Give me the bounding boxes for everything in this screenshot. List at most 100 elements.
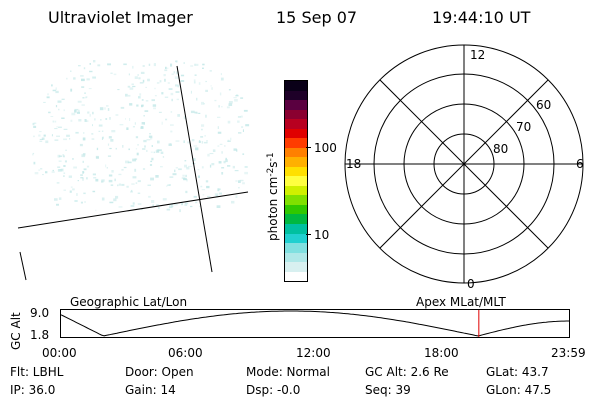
speckle (101, 197, 105, 201)
speckle (169, 205, 172, 208)
speckle (115, 114, 119, 116)
speckle (141, 104, 143, 108)
speckle (146, 139, 151, 141)
speckle (165, 66, 167, 69)
speckle (175, 71, 179, 75)
speckle (209, 164, 212, 168)
speckle (108, 174, 113, 177)
speckle (105, 164, 107, 168)
speckle (110, 139, 114, 142)
speckle (57, 169, 62, 172)
speckle (140, 71, 145, 74)
speckle (50, 116, 54, 117)
speckle (39, 131, 42, 133)
speckle (178, 168, 182, 171)
speckle (115, 147, 117, 150)
speckle (57, 154, 61, 158)
polar-lat-60: 60 (536, 98, 551, 112)
speckle (137, 203, 142, 205)
speckle (80, 201, 83, 204)
speckle (152, 204, 154, 207)
speckle (150, 177, 154, 181)
speckle (244, 171, 248, 175)
speckle (154, 95, 157, 97)
speckle (72, 158, 74, 160)
timeline-ytick-1_8: 1.8 (30, 328, 50, 342)
speckle (168, 143, 172, 146)
speckle (129, 87, 134, 90)
timeline-right-caption: Apex MLat/MLT (416, 295, 506, 309)
speckle (138, 77, 141, 80)
colorbar-band (285, 128, 307, 139)
speckle (198, 175, 200, 178)
speckle (129, 103, 133, 106)
speckle (63, 155, 65, 158)
info-seq: Seq: 39 (365, 383, 411, 397)
speckle (171, 205, 174, 208)
speckle (202, 194, 205, 196)
speckle (206, 140, 208, 142)
speckle (72, 188, 75, 191)
speckle (138, 96, 141, 99)
speckle (156, 149, 159, 153)
speckle (184, 204, 188, 206)
speckle (82, 97, 85, 99)
speckle (212, 149, 216, 152)
speckle (195, 201, 198, 204)
speckle (136, 152, 139, 156)
speckle (58, 155, 62, 157)
colorbar-band (285, 185, 307, 196)
speckle (111, 130, 116, 133)
speckle (110, 72, 113, 74)
speckle (203, 103, 205, 105)
speckle (107, 108, 110, 111)
speckle (70, 186, 73, 188)
speckle (57, 100, 62, 103)
speckle (43, 134, 46, 137)
speckle (33, 161, 36, 165)
speckle (180, 74, 185, 77)
speckle (197, 169, 200, 171)
speckle (52, 120, 55, 123)
speckle (221, 172, 224, 175)
speckle (188, 165, 192, 167)
speckle (129, 118, 131, 121)
speckle (196, 63, 199, 66)
polar-label-6: 6 (576, 157, 584, 171)
speckle (201, 141, 204, 144)
speckle (198, 82, 201, 85)
speckle (198, 140, 201, 142)
speckle (149, 164, 153, 166)
speckle (217, 126, 219, 129)
speckle (194, 74, 197, 76)
speckle (177, 114, 180, 117)
speckle (174, 204, 178, 206)
speckle (71, 112, 76, 116)
speckle (238, 132, 242, 134)
speckle (52, 169, 54, 172)
speckle (217, 131, 222, 134)
speckle (163, 74, 166, 77)
speckle (202, 63, 205, 66)
speckle (194, 111, 198, 114)
speckle (224, 145, 226, 147)
speckle (56, 182, 60, 184)
colorbar-band (285, 271, 307, 282)
speckle (170, 92, 174, 96)
speckle (151, 200, 155, 203)
speckle (83, 67, 86, 70)
speckle (137, 144, 139, 146)
speckle (233, 97, 237, 99)
speckle (238, 187, 240, 189)
speckle (117, 184, 119, 187)
colorbar-band (285, 262, 307, 272)
geographic-image-panel (17, 60, 250, 281)
speckle (54, 198, 58, 201)
speckle (168, 206, 173, 209)
speckle (82, 171, 84, 174)
speckle (131, 183, 135, 185)
speckle (202, 67, 204, 69)
speckle (62, 154, 65, 157)
speckle (164, 96, 169, 98)
speckle (70, 88, 73, 92)
